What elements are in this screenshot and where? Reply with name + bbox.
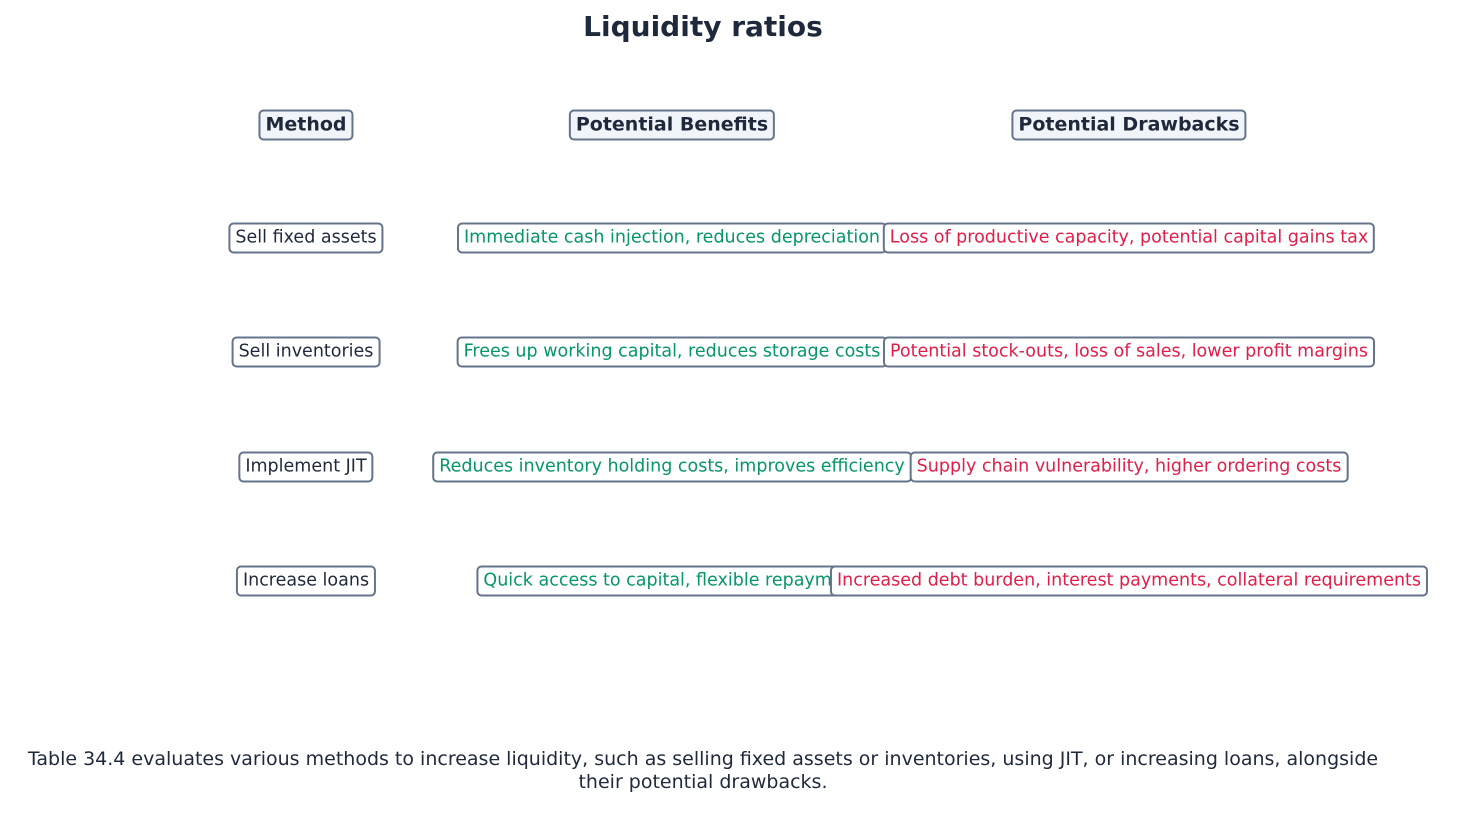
- benefit-cell: Quick access to capital, flexible repaym…: [476, 565, 868, 597]
- drawback-cell: Loss of productive capacity, potential c…: [882, 222, 1376, 254]
- drawback-cell: Increased debt burden, interest payments…: [829, 565, 1429, 597]
- benefit-cell: Immediate cash injection, reduces deprec…: [456, 222, 888, 254]
- method-cell: Implement JIT: [238, 451, 374, 483]
- header-cell: Method: [258, 109, 354, 141]
- benefit-cell: Frees up working capital, reduces storag…: [456, 336, 888, 368]
- title: Liquidity ratios: [583, 10, 823, 43]
- benefit-cell: Reduces inventory holding costs, improve…: [432, 451, 912, 483]
- header-cell: Potential Drawbacks: [1011, 109, 1247, 141]
- method-cell: Sell fixed assets: [228, 222, 384, 254]
- caption: Table 34.4 evaluates various methods to …: [27, 748, 1379, 793]
- drawback-cell: Supply chain vulnerability, higher order…: [909, 451, 1349, 483]
- drawback-cell: Potential stock-outs, loss of sales, low…: [882, 336, 1376, 368]
- method-cell: Sell inventories: [231, 336, 381, 368]
- header-cell: Potential Benefits: [568, 109, 776, 141]
- method-cell: Increase loans: [235, 565, 377, 597]
